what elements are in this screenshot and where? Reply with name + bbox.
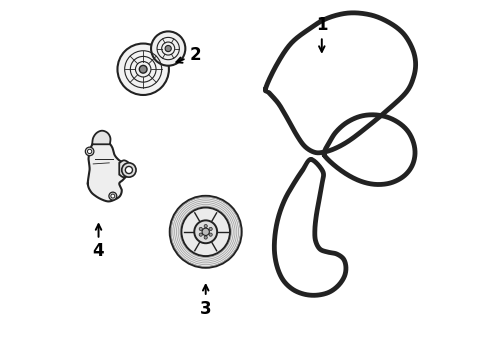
Circle shape [165,45,172,51]
Circle shape [151,31,185,66]
Circle shape [209,227,212,230]
Polygon shape [119,160,131,177]
Circle shape [139,66,147,73]
Circle shape [125,166,132,174]
Circle shape [202,228,209,235]
Circle shape [181,207,230,256]
Circle shape [194,220,217,243]
Text: 3: 3 [200,285,212,318]
Text: 2: 2 [176,46,201,64]
Polygon shape [88,139,128,202]
Circle shape [199,233,202,236]
Polygon shape [92,131,110,144]
Circle shape [204,225,207,228]
Circle shape [199,227,202,230]
Text: 1: 1 [316,15,327,52]
Circle shape [170,196,242,267]
Circle shape [204,236,207,239]
Circle shape [118,44,169,95]
Circle shape [122,163,136,177]
Circle shape [109,192,117,200]
Circle shape [85,147,94,156]
Circle shape [88,149,92,154]
Text: 4: 4 [93,224,104,260]
Circle shape [111,194,115,198]
Circle shape [209,233,212,236]
